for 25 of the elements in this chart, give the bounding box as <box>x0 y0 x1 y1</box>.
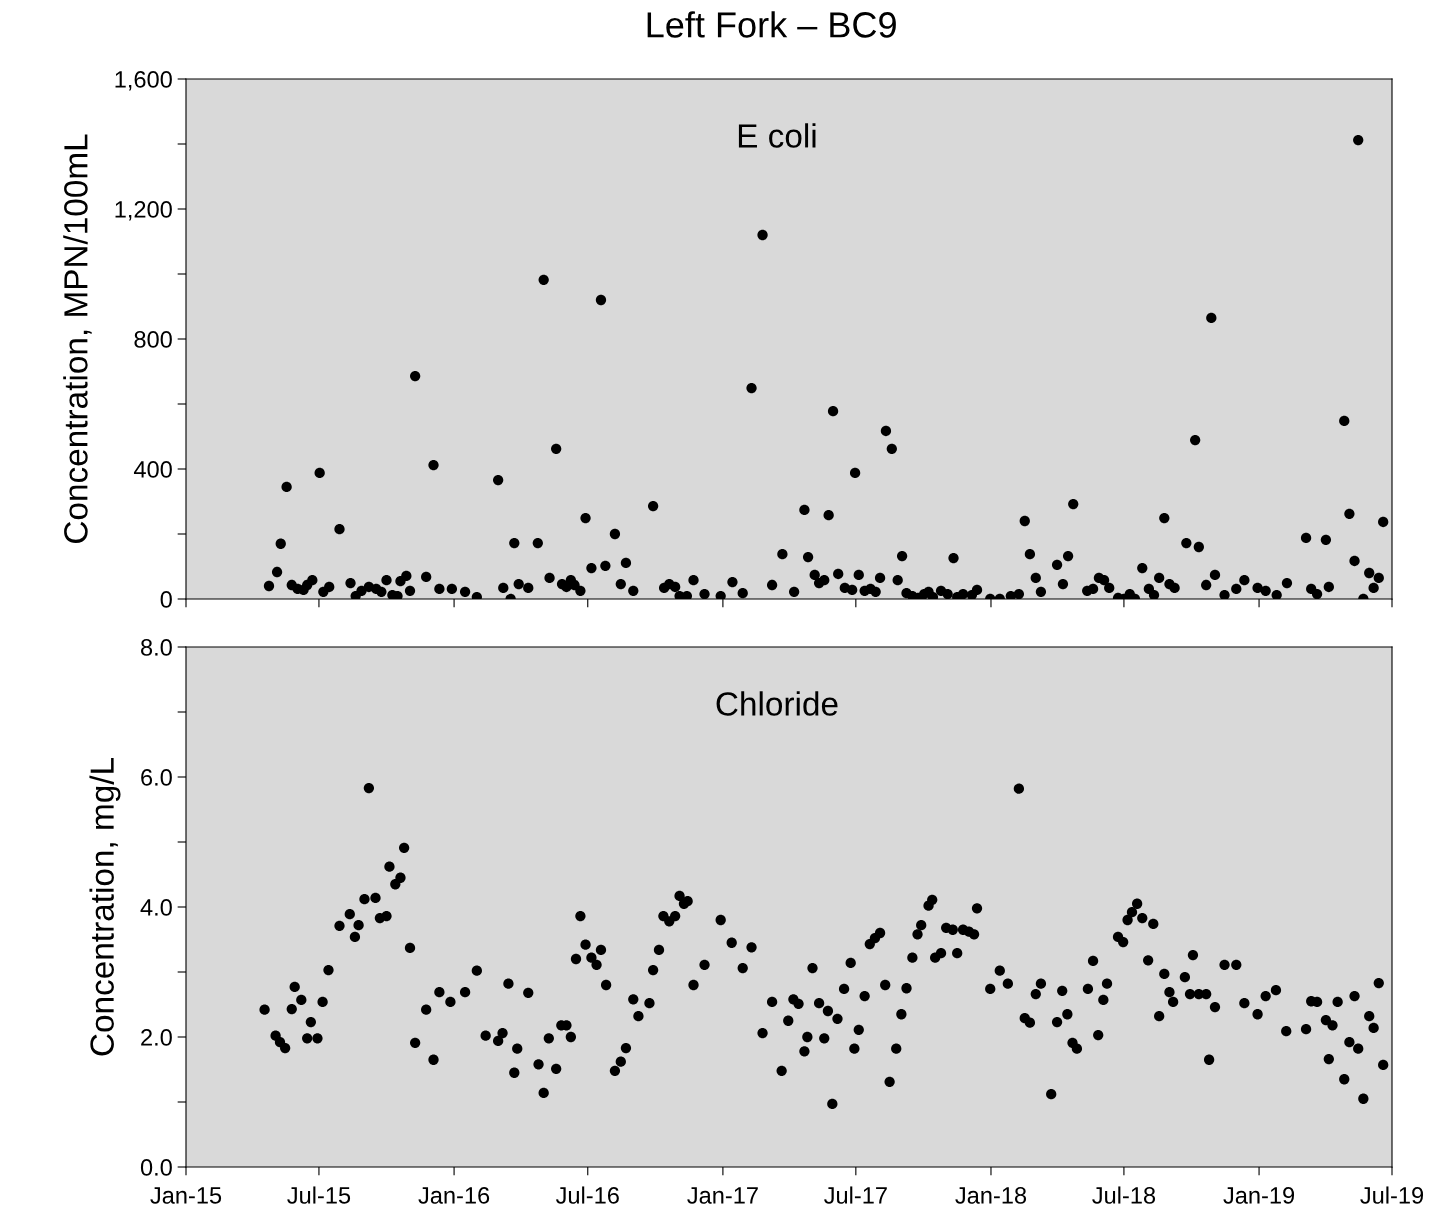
annotation: E coli <box>738 123 816 148</box>
y-tick-label: 8.0 <box>141 639 172 656</box>
x-tick-label: Jul-15 <box>287 1186 351 1204</box>
x-tick-label: Jan-16 <box>418 1187 490 1204</box>
annotation: Chloride <box>716 691 838 716</box>
y-tick-label: 0.0 <box>140 1159 172 1176</box>
x-tick-label: Jul-19 <box>1360 1186 1424 1204</box>
y-tick-label: 800 <box>134 331 172 348</box>
y-tick-label: 0 <box>160 591 172 608</box>
y-tick-label: 4.0 <box>140 899 172 916</box>
y-tick-label: 1,600 <box>115 71 172 91</box>
y-tick-label: 1,200 <box>115 201 172 221</box>
y-axis-title: Concentration, MPN/100mL <box>63 134 92 543</box>
x-tick-label: Jul-16 <box>555 1186 619 1204</box>
y-axis-title: Concentration, mg/L <box>89 758 121 1056</box>
x-tick-label: Jul-17 <box>824 1186 887 1204</box>
y-tick-label: 2.0 <box>141 1029 172 1046</box>
x-tick-label: Jan-15 <box>150 1187 222 1204</box>
chart-title: Left Fork – BC9 <box>647 11 896 38</box>
x-tick-label: Jul-18 <box>1092 1186 1156 1204</box>
y-tick-label: 400 <box>133 461 172 478</box>
y-tick-label: 6.0 <box>141 769 172 786</box>
x-tick-label: Jan-17 <box>687 1187 758 1204</box>
x-tick-label: Jan-19 <box>1223 1187 1295 1204</box>
x-tick-label: Jan-18 <box>955 1187 1027 1204</box>
